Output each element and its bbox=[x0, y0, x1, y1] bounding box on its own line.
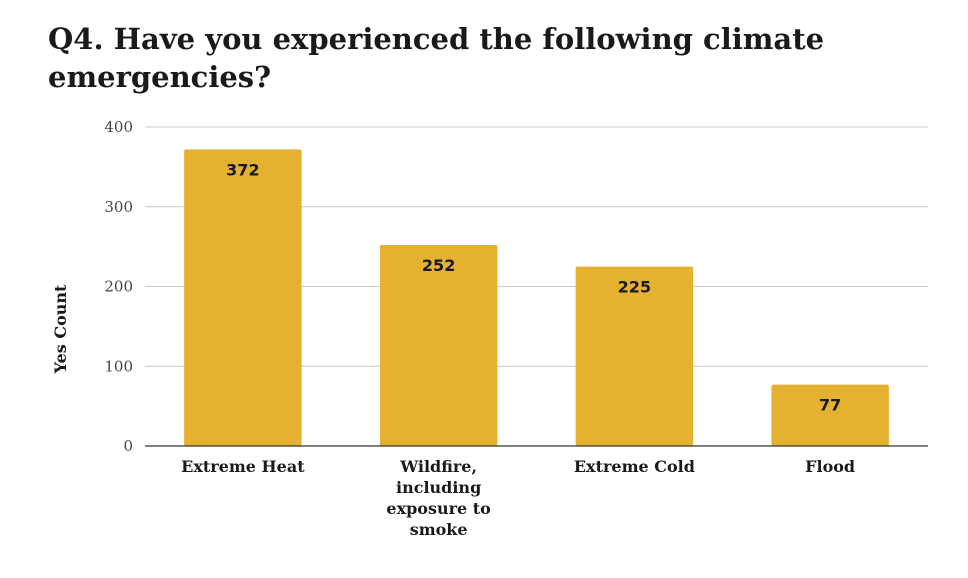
bar bbox=[379, 245, 498, 446]
y-axis-title: Yes Count bbox=[51, 284, 70, 374]
data-label: 225 bbox=[618, 278, 651, 297]
y-tick-label: 0 bbox=[123, 437, 133, 455]
x-category-label: Flood bbox=[805, 457, 855, 476]
labels: 0 100 200 300 400 372 Extreme Heat 252 Wildfire,… bbox=[51, 118, 855, 539]
x-category-label: smoke bbox=[410, 520, 468, 539]
x-category-label: Extreme Cold bbox=[574, 457, 695, 476]
y-tick-label: 400 bbox=[104, 118, 133, 136]
y-tick-label: 200 bbox=[104, 278, 133, 296]
chart-title: Q4. Have you experienced the following c… bbox=[48, 22, 825, 94]
x-category-label: Extreme Heat bbox=[181, 457, 305, 476]
bar bbox=[771, 384, 889, 446]
data-label: 252 bbox=[422, 256, 455, 275]
y-tick-label: 300 bbox=[104, 198, 133, 216]
y-tick-label: 100 bbox=[104, 357, 133, 375]
bar bbox=[184, 149, 302, 446]
bars bbox=[184, 149, 889, 446]
bar bbox=[575, 266, 694, 446]
x-category-label: including bbox=[396, 478, 481, 497]
data-label: 372 bbox=[226, 160, 259, 179]
x-category-label: Wildfire, bbox=[399, 457, 477, 476]
data-label: 77 bbox=[819, 396, 841, 415]
x-category-label: exposure to bbox=[386, 499, 491, 518]
